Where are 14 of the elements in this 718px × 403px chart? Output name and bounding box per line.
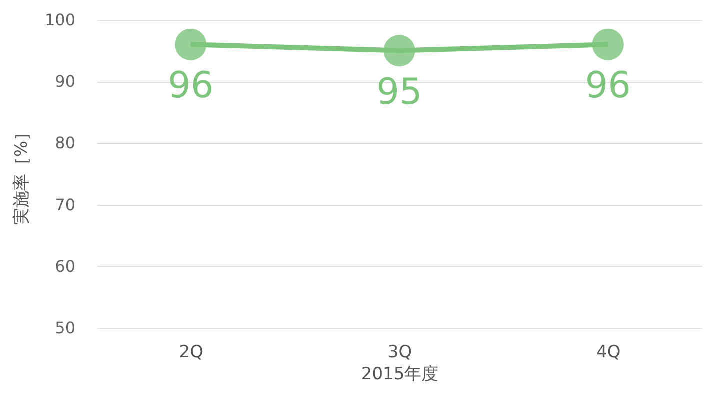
y-axis-title: 実施率［%］ <box>12 124 32 226</box>
y-tick-label: 50 <box>55 318 76 338</box>
x-tick-label: 2Q <box>179 342 204 362</box>
x-tick-label: 3Q <box>388 342 412 362</box>
y-tick-label: 70 <box>55 195 76 214</box>
data-label: 96 <box>168 66 214 107</box>
y-tick-label: 80 <box>55 134 76 153</box>
x-tick-label: 4Q <box>596 342 621 362</box>
data-label: 96 <box>585 66 632 107</box>
x-axis-title: 2015年度 <box>361 364 439 384</box>
y-tick-label: 100 <box>44 10 76 30</box>
y-tick-label: 60 <box>55 256 76 276</box>
data-label: 95 <box>376 72 422 113</box>
y-tick-label: 90 <box>55 72 76 92</box>
